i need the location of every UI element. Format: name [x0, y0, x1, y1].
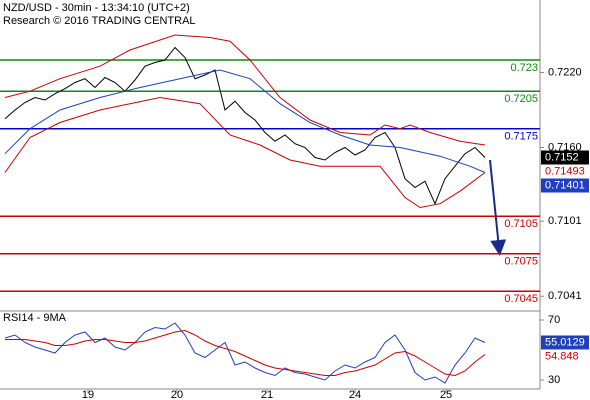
price-tag-box	[541, 178, 589, 193]
price-tag: 0.71493	[545, 165, 585, 177]
x-tick-label: 21	[261, 389, 273, 400]
level-label: 0.7075	[504, 256, 538, 268]
y-tick-label: 0.7101	[548, 215, 582, 227]
y-tick-label: 0.7220	[548, 66, 582, 78]
price-tag-box	[541, 150, 589, 165]
level-label: 0.7045	[504, 293, 538, 305]
price-tag: 0.7152	[545, 151, 579, 163]
rsi-title: RSI14 - 9MA	[3, 312, 67, 324]
x-tick-label: 19	[82, 389, 94, 400]
level-label: 0.7205	[504, 93, 538, 105]
price-tag-box	[541, 335, 589, 350]
series-line	[4, 69, 486, 173]
y-tick-label: 0.7041	[548, 290, 582, 302]
price-tag: 0.71401	[545, 179, 585, 191]
forecast-arrow	[489, 159, 507, 256]
y-tick-label: 70	[548, 314, 560, 326]
price-tag-box	[541, 164, 589, 179]
x-tick-label: 20	[171, 389, 183, 400]
level-label: 0.723	[510, 62, 538, 74]
price-tag-box	[541, 349, 589, 364]
series-line	[4, 46, 486, 205]
chart-subtitle: Research © 2016 TRADING CENTRAL	[3, 15, 196, 27]
x-tick-label: 24	[349, 389, 361, 400]
series-line	[4, 322, 486, 384]
series-line	[4, 34, 486, 146]
chart-title: NZD/USD - 30min - 13:34:10 (UTC+2)	[3, 2, 190, 14]
y-tick-label: 30	[548, 374, 560, 386]
level-label: 0.7175	[504, 131, 538, 143]
x-tick-label: 25	[440, 389, 452, 400]
y-tick-label: 0.7160	[548, 141, 582, 153]
series-line	[4, 96, 486, 209]
price-tag: 54.848	[545, 350, 579, 362]
level-label: 0.7105	[504, 218, 538, 230]
series-line	[5, 329, 486, 377]
price-tag: 55.0129	[545, 336, 585, 348]
